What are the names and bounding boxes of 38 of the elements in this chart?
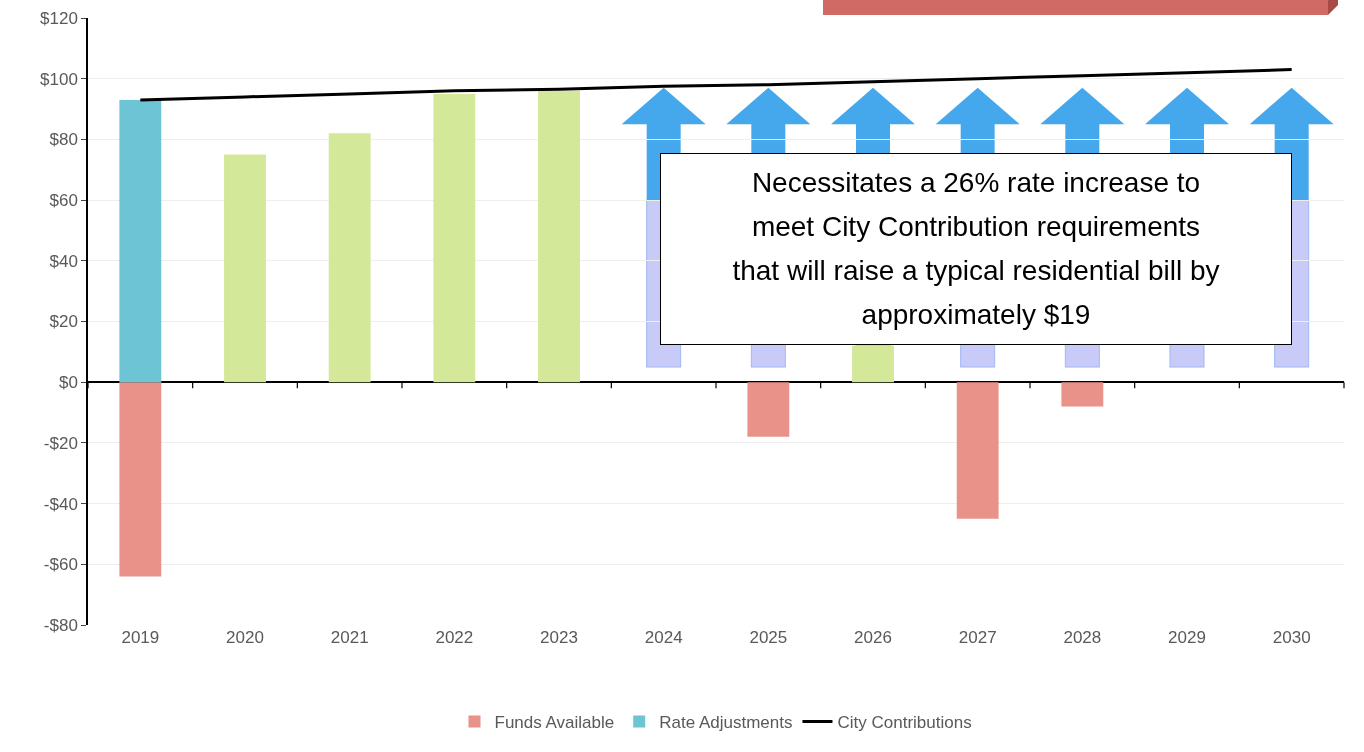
y-tick-label: -$40 (43, 494, 78, 514)
bar (119, 382, 162, 577)
legend-label: City Contributions (837, 713, 972, 733)
x-tick-label: 2020 (226, 628, 264, 647)
x-tick-label: 2027 (958, 628, 997, 647)
x-tick-label: 2022 (435, 628, 474, 647)
y-tick-label: $0 (58, 373, 78, 393)
y-tick-label: $120 (40, 8, 78, 28)
bar (224, 154, 266, 383)
y-tick-label: -$80 (43, 615, 78, 635)
y-tick-label: -$20 (43, 433, 78, 453)
y-tick-label: $100 (40, 69, 78, 89)
x-tick-label: 2030 (1272, 628, 1311, 647)
bar (119, 99, 162, 383)
x-tick-label: 2024 (644, 628, 683, 647)
y-tick-label: $60 (49, 191, 78, 211)
y-tick-label: $40 (49, 251, 78, 271)
x-tick-label: 2019 (121, 628, 160, 647)
bar (433, 93, 476, 383)
bar (852, 345, 894, 383)
text-box: Necessitates a 26% rate increase to meet City Contribution requirements that will raise a typical residential bill by approximately $19 (660, 153, 1292, 345)
bar (328, 133, 371, 383)
legend-label: Rate Adjustments (659, 713, 793, 733)
y-tick-label: $80 (49, 130, 78, 150)
legend-label: Funds Available (494, 713, 615, 733)
x-tick-label: 2025 (749, 628, 788, 647)
x-tick-label: 2021 (330, 628, 369, 647)
line-series (138, 68, 1294, 102)
bar (747, 382, 790, 437)
bar (538, 90, 580, 383)
x-tick-label: 2023 (540, 628, 578, 647)
y-tick-label: $20 (49, 312, 78, 332)
bar (956, 382, 999, 519)
x-tick-label: 2029 (1168, 628, 1206, 647)
x-tick-label: 2026 (854, 628, 892, 647)
x-tick-label: 2028 (1063, 628, 1102, 647)
bar (1061, 382, 1104, 407)
y-tick-label: -$60 (43, 555, 78, 575)
